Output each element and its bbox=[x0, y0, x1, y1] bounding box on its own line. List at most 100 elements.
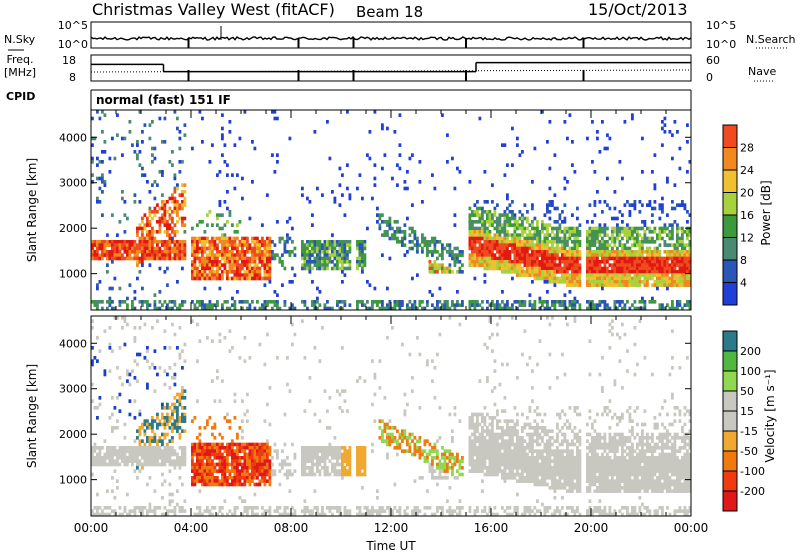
heatmap-cell bbox=[226, 243, 229, 247]
heatmap-cell bbox=[363, 256, 367, 261]
heatmap-cell bbox=[168, 419, 172, 423]
heatmap-cell bbox=[656, 276, 659, 281]
heatmap-cell bbox=[331, 253, 334, 257]
heatmap-cell bbox=[291, 226, 294, 231]
heatmap-cell bbox=[163, 220, 167, 224]
heatmap-cell bbox=[236, 253, 239, 257]
heatmap-cell bbox=[148, 240, 152, 244]
heatmap-cell bbox=[383, 153, 387, 157]
heatmap-cell bbox=[113, 406, 117, 410]
heatmap-cell bbox=[221, 240, 224, 244]
heatmap-cell bbox=[476, 250, 479, 254]
heatmap-cell bbox=[141, 456, 144, 460]
heatmap-cell bbox=[153, 436, 157, 440]
heatmap-cell bbox=[603, 306, 607, 311]
heatmap-cell bbox=[198, 489, 202, 493]
heatmap-cell bbox=[128, 256, 132, 261]
heatmap-cell bbox=[538, 276, 542, 281]
heatmap-cell bbox=[441, 246, 444, 251]
heatmap-cell bbox=[136, 436, 139, 440]
heatmap-cell bbox=[471, 240, 474, 244]
heatmap-cell bbox=[231, 256, 234, 261]
heatmap-cell bbox=[293, 456, 297, 460]
heatmap-cell bbox=[108, 512, 112, 517]
heatmap-cell bbox=[428, 270, 432, 274]
heatmap-cell bbox=[361, 300, 364, 304]
heatmap-cell bbox=[651, 206, 654, 211]
heatmap-cell bbox=[153, 210, 157, 214]
heatmap-cell bbox=[428, 243, 432, 247]
heatmap-cell bbox=[421, 233, 424, 237]
heatmap-cell bbox=[588, 240, 592, 244]
heatmap-cell bbox=[128, 512, 132, 517]
heatmap-cell bbox=[98, 280, 102, 284]
heatmap-cell bbox=[653, 270, 657, 274]
heatmap-cell bbox=[491, 223, 494, 227]
heatmap-cell bbox=[228, 446, 232, 450]
heatmap-cell bbox=[493, 226, 497, 231]
heatmap-cell bbox=[148, 223, 152, 227]
heatmap-cell bbox=[563, 240, 567, 244]
heatmap-cell bbox=[291, 303, 294, 307]
heatmap-cell bbox=[596, 130, 599, 134]
heatmap-cell bbox=[196, 452, 199, 457]
heatmap-cell bbox=[301, 319, 304, 323]
heatmap-cell bbox=[643, 280, 647, 284]
heatmap-cell bbox=[111, 429, 114, 433]
heatmap-cell bbox=[361, 462, 364, 467]
heatmap-cell bbox=[386, 442, 389, 447]
heatmap-cell bbox=[481, 260, 484, 264]
heatmap-cell bbox=[513, 263, 517, 267]
heatmap-cell bbox=[458, 253, 462, 257]
heatmap-cell bbox=[198, 263, 202, 267]
heatmap-cell bbox=[381, 432, 384, 437]
heatmap-cell bbox=[626, 230, 629, 234]
heatmap-cell bbox=[196, 462, 199, 467]
heatmap-cell bbox=[483, 250, 487, 254]
heatmap-cell bbox=[653, 246, 657, 251]
heatmap-cell bbox=[593, 226, 597, 231]
heatmap-cell bbox=[158, 226, 162, 231]
heatmap-cell bbox=[161, 406, 164, 410]
heatmap-cell bbox=[156, 416, 159, 420]
heatmap-cell bbox=[538, 250, 542, 254]
heatmap-cell bbox=[573, 236, 577, 241]
heatmap-cell bbox=[688, 250, 692, 254]
heatmap-cell bbox=[643, 223, 647, 227]
heatmap-cell bbox=[301, 246, 304, 251]
heatmap-cell bbox=[468, 223, 472, 227]
heatmap-cell bbox=[231, 452, 234, 457]
heatmap-cell bbox=[538, 230, 542, 234]
heatmap-cell bbox=[658, 303, 662, 307]
heatmap-cell bbox=[231, 270, 234, 274]
heatmap-cell bbox=[171, 449, 174, 453]
heatmap-cell bbox=[358, 466, 362, 470]
heatmap-cell bbox=[491, 183, 494, 187]
heatmap-cell bbox=[171, 452, 174, 457]
heatmap-cell bbox=[206, 256, 209, 261]
heatmap-cell bbox=[366, 153, 369, 157]
heatmap-cell bbox=[478, 303, 482, 307]
heatmap-cell bbox=[206, 449, 209, 453]
heatmap-cell bbox=[486, 220, 489, 224]
heatmap-cell bbox=[348, 469, 352, 473]
heatmap-cell bbox=[156, 250, 159, 254]
heatmap-cell bbox=[133, 399, 137, 403]
heatmap-cell bbox=[133, 509, 137, 513]
heatmap-cell bbox=[378, 223, 382, 227]
heatmap-cell bbox=[641, 273, 644, 277]
heatmap-cell bbox=[113, 256, 117, 261]
heatmap-cell bbox=[656, 283, 659, 287]
heatmap-cell bbox=[138, 409, 142, 413]
heatmap-cell bbox=[253, 469, 257, 473]
heatmap-cell bbox=[281, 236, 284, 241]
heatmap-cell bbox=[336, 469, 339, 473]
heatmap-cell bbox=[208, 446, 212, 450]
heatmap-cell bbox=[228, 419, 232, 423]
heatmap-cell bbox=[633, 273, 637, 277]
heatmap-cell bbox=[651, 236, 654, 241]
heatmap-cell bbox=[91, 256, 94, 261]
heatmap-cell bbox=[118, 250, 122, 254]
heatmap-cell bbox=[228, 426, 232, 430]
heatmap-cell bbox=[93, 253, 97, 257]
